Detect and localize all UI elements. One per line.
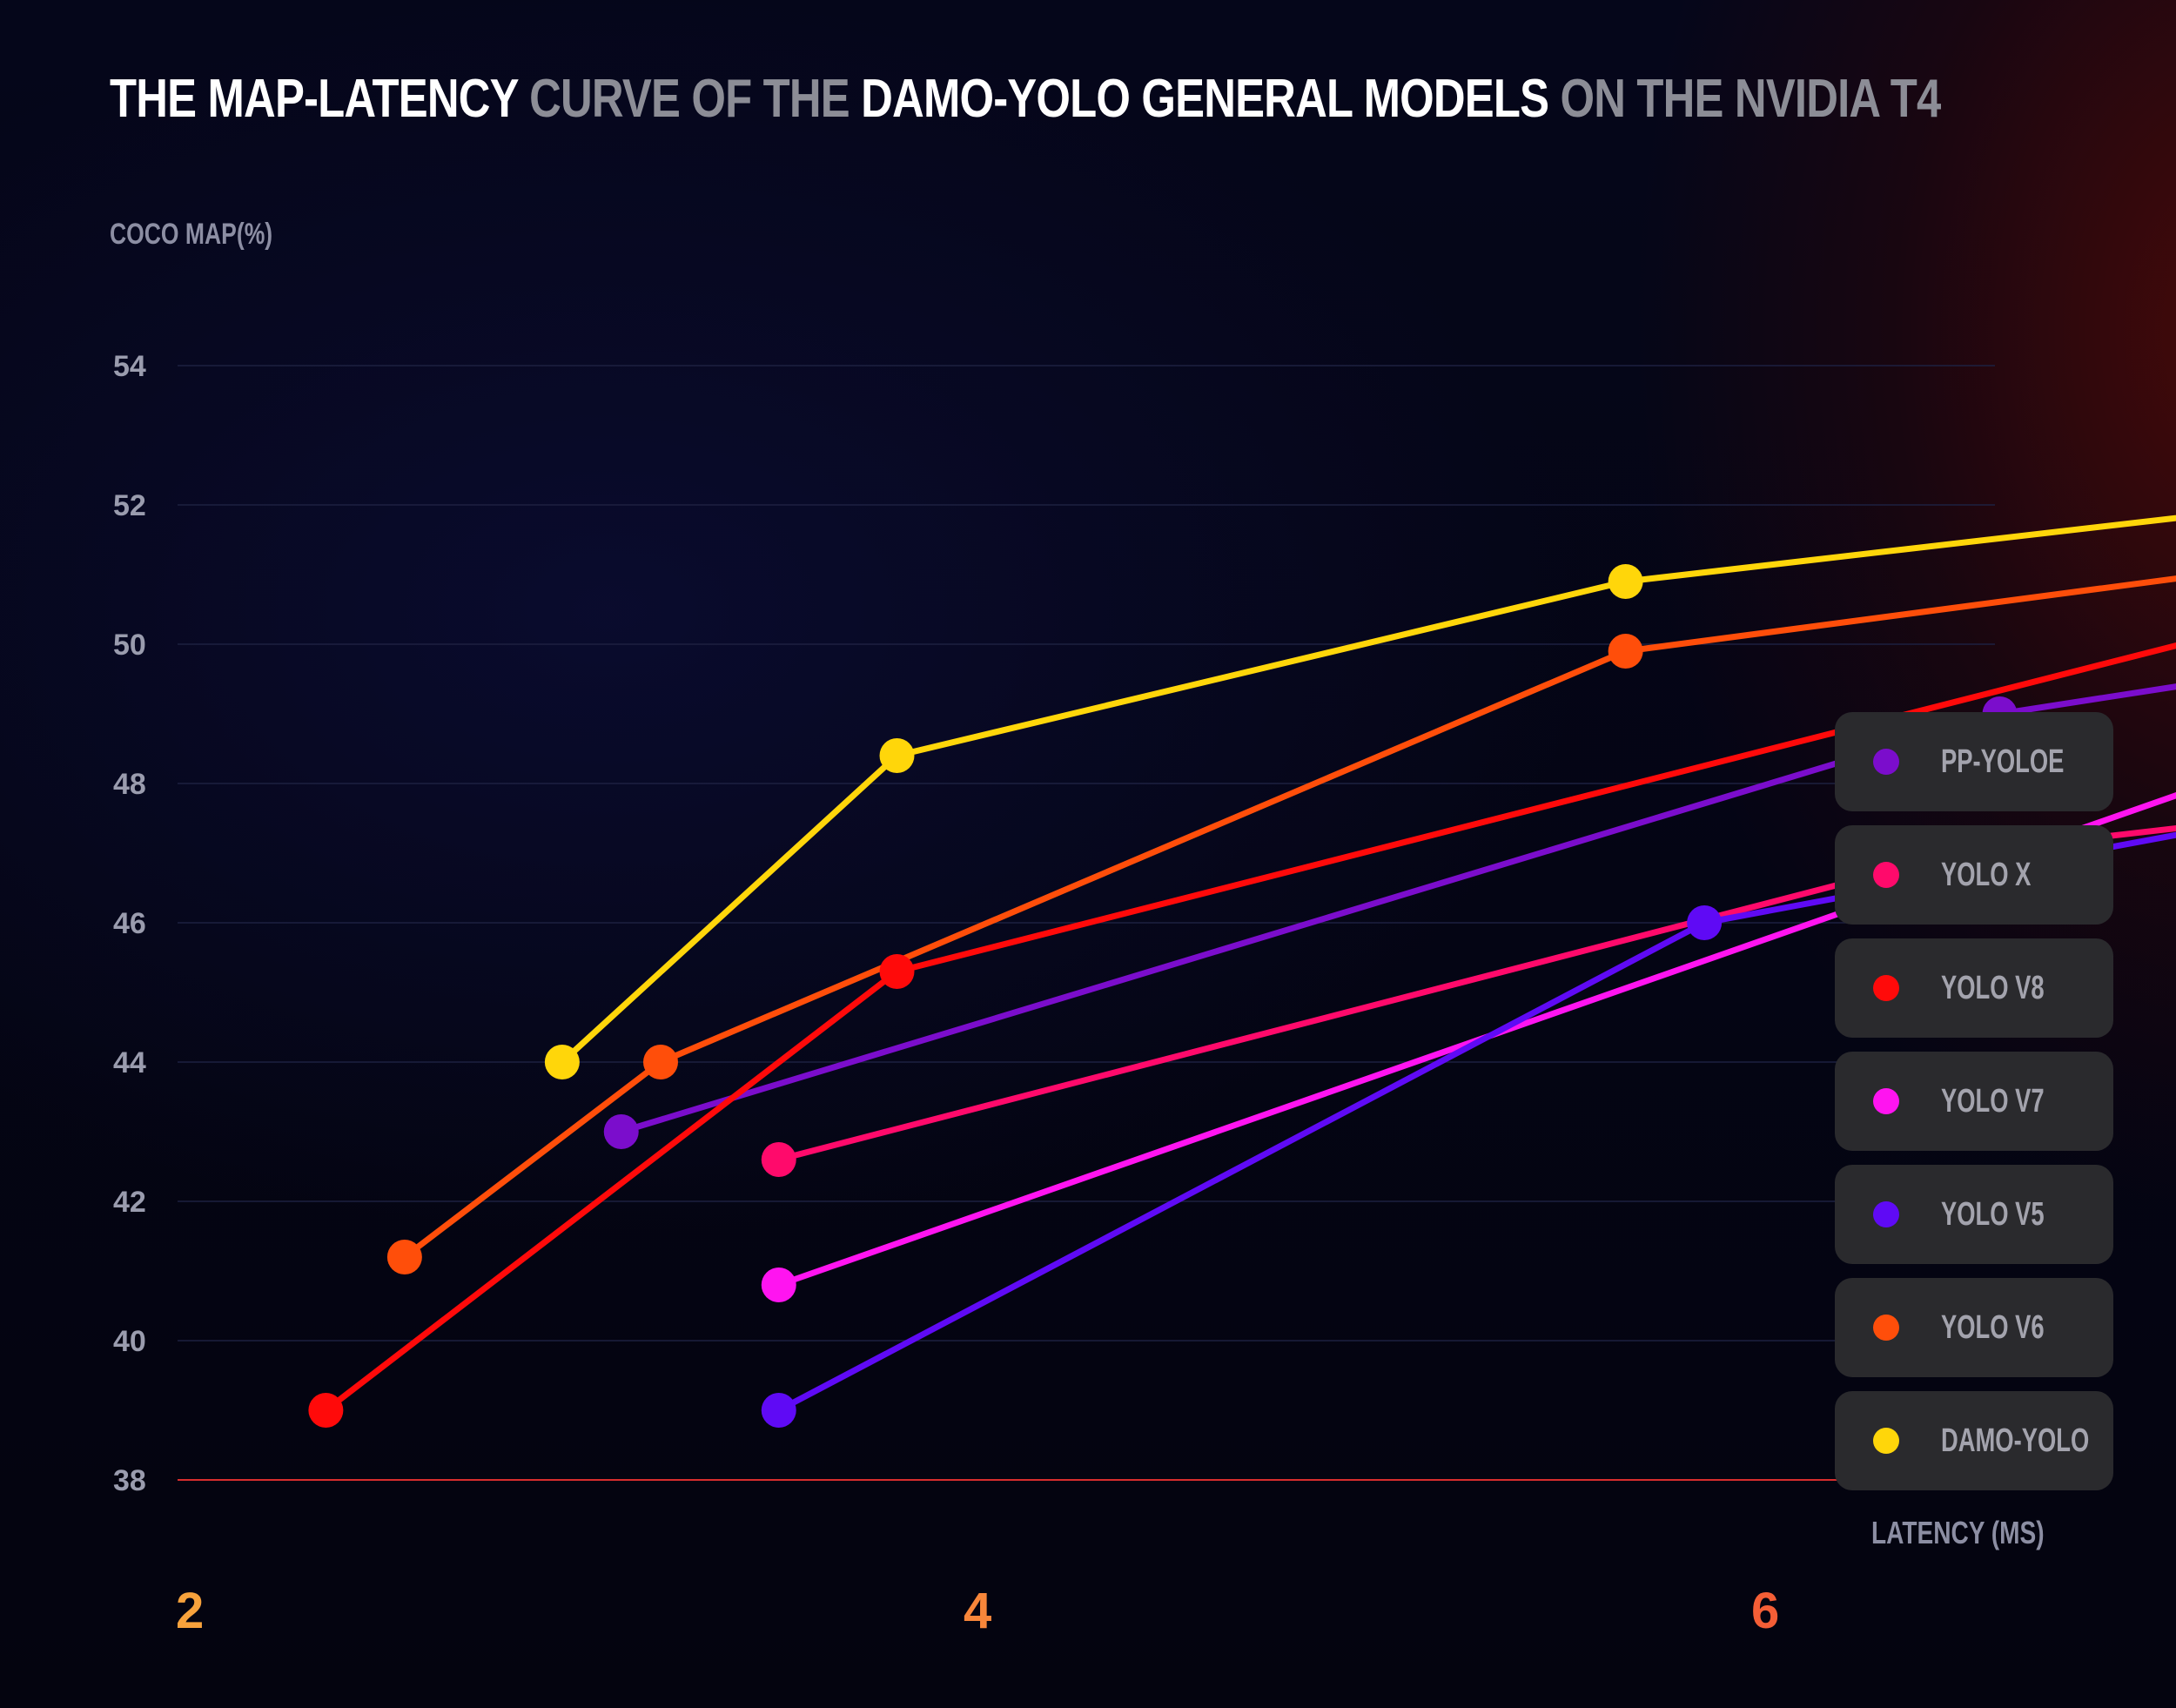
x-axis-title: LATENCY (MS) bbox=[1871, 1515, 2045, 1550]
chart-title: THE MAP-LATENCY CURVE OF THE DAMO-YOLO G… bbox=[110, 68, 1941, 130]
title-part-4: ON THE NVIDIA T4 bbox=[1548, 69, 1941, 129]
series-line-yolo-v6 bbox=[401, 575, 2176, 1261]
series-line-yolo-v7 bbox=[776, 792, 2176, 1288]
series-line-yolo-v8 bbox=[322, 642, 2176, 1414]
legend-item: PP-YOLOE bbox=[1835, 712, 2113, 811]
legend-label: YOLO V5 bbox=[1941, 1196, 2045, 1233]
y-tick-label: 40 bbox=[113, 1325, 146, 1358]
data-point-yolo-v6 bbox=[643, 1045, 678, 1079]
x-tick-label: 4 bbox=[964, 1583, 991, 1639]
legend-item: YOLO V6 bbox=[1835, 1278, 2113, 1377]
y-axis-ticks: 38 40 42 44 46 48 50 52 54 bbox=[113, 350, 146, 1497]
legend-label: YOLO X bbox=[1941, 857, 2032, 893]
legend-label: YOLO V8 bbox=[1941, 970, 2045, 1006]
legend-label: PP-YOLOE bbox=[1941, 743, 2065, 780]
data-point-damo-yolo bbox=[879, 738, 915, 773]
series-line-damo-yolo bbox=[559, 514, 2176, 1066]
legend-item: YOLO V5 bbox=[1835, 1165, 2113, 1264]
y-tick-label: 46 bbox=[113, 907, 146, 940]
legend: PP-YOLOE YOLO X YOLO V8 YOLO V7 YOLO V5 YOLO … bbox=[1835, 712, 2113, 1504]
y-axis-title: COCO MAP(%) bbox=[110, 218, 273, 251]
y-tick-label: 54 bbox=[113, 350, 146, 383]
y-tick-label: 52 bbox=[113, 489, 146, 522]
y-tick-label: 42 bbox=[113, 1186, 146, 1219]
legend-swatch bbox=[1873, 1315, 1899, 1341]
legend-label: DAMO-YOLO bbox=[1941, 1422, 2090, 1459]
legend-item: DAMO-YOLO bbox=[1835, 1391, 2113, 1490]
legend-swatch bbox=[1873, 749, 1899, 775]
data-point-yolo-x bbox=[761, 1142, 796, 1177]
legend-item: YOLO V8 bbox=[1835, 938, 2113, 1038]
data-point-yolo-v5 bbox=[1687, 905, 1723, 940]
legend-swatch bbox=[1873, 1201, 1899, 1227]
data-point-yolo-v6 bbox=[386, 1240, 422, 1274]
data-point-damo-yolo bbox=[1608, 564, 1643, 599]
y-tick-label: 48 bbox=[113, 768, 146, 801]
data-point-yolo-v8 bbox=[879, 954, 915, 989]
data-point-yolo-v6 bbox=[1608, 634, 1643, 669]
legend-item: YOLO X bbox=[1835, 825, 2113, 925]
x-tick-label: 6 bbox=[1751, 1583, 1779, 1639]
legend-swatch bbox=[1873, 1428, 1899, 1454]
legend-swatch bbox=[1873, 1088, 1899, 1114]
legend-label: YOLO V6 bbox=[1941, 1309, 2045, 1346]
data-point-pp-yoloe bbox=[603, 1114, 639, 1149]
legend-swatch bbox=[1873, 862, 1899, 888]
y-tick-label: 44 bbox=[113, 1046, 146, 1079]
legend-item: YOLO V7 bbox=[1835, 1052, 2113, 1151]
title-part-3: DAMO-YOLO GENERAL MODELS bbox=[861, 69, 1549, 129]
data-point-damo-yolo bbox=[544, 1045, 580, 1079]
legend-label: YOLO V7 bbox=[1941, 1083, 2045, 1120]
data-point-yolo-v5 bbox=[761, 1393, 796, 1428]
x-axis-ticks: 246810 bbox=[176, 1583, 1779, 1639]
data-point-yolo-v8 bbox=[308, 1393, 344, 1428]
legend-swatch bbox=[1873, 975, 1899, 1001]
y-tick-label: 38 bbox=[113, 1464, 146, 1497]
y-tick-label: 50 bbox=[113, 629, 146, 662]
title-part-2: CURVE OF THE bbox=[529, 69, 862, 129]
title-part-1: THE MAP-LATENCY bbox=[110, 69, 530, 129]
x-tick-label: 2 bbox=[176, 1583, 204, 1639]
data-point-yolo-v7 bbox=[761, 1268, 796, 1302]
